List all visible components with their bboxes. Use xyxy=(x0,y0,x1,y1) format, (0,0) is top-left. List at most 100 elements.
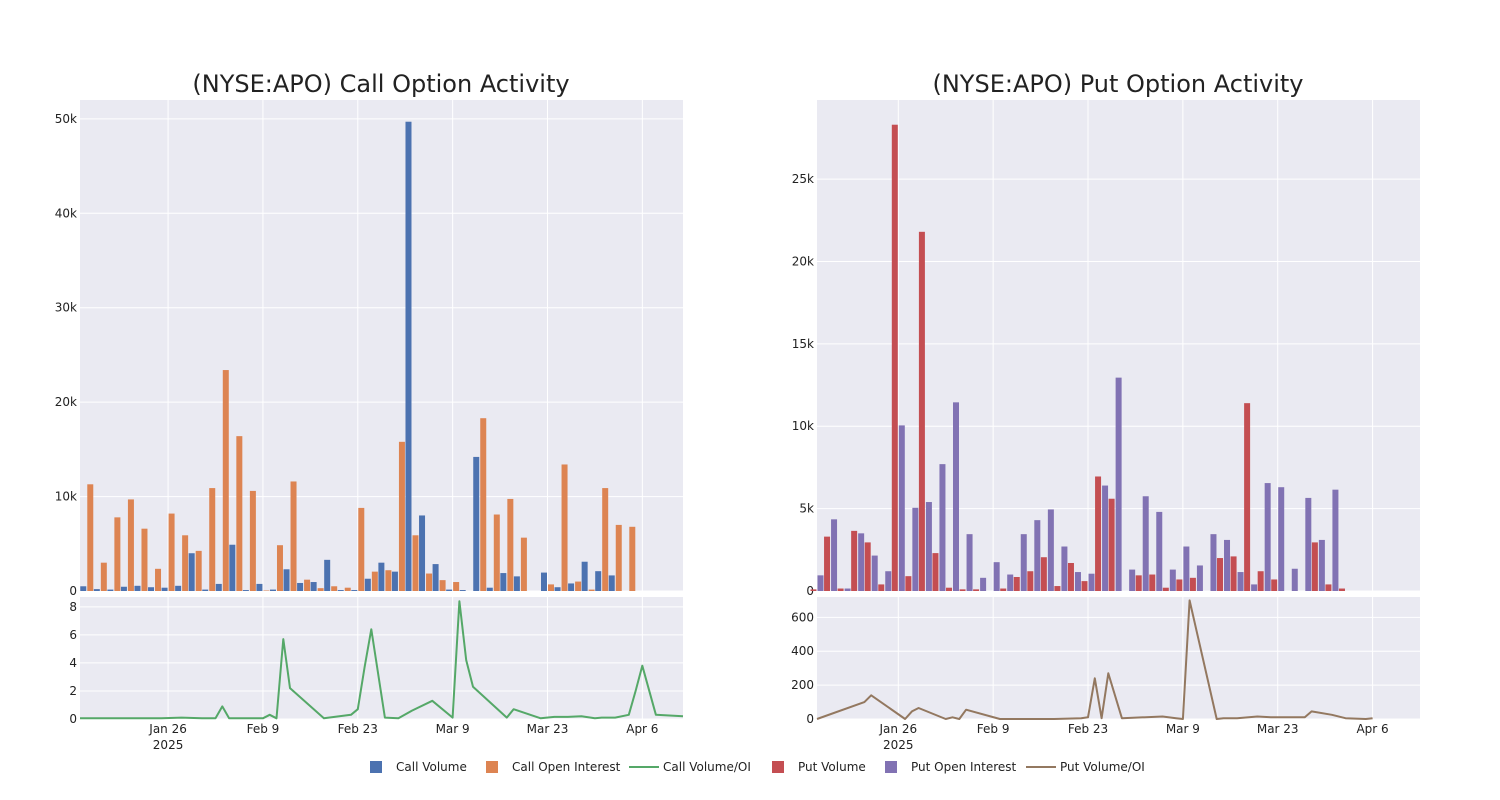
call-ratio-tick-label: 6 xyxy=(69,628,77,642)
call-open-interest-bar xyxy=(344,587,351,591)
call-open-interest-bar xyxy=(276,545,283,591)
call-volume-bar xyxy=(391,571,398,591)
put-volume-bar xyxy=(1325,584,1332,591)
call-volume-bar xyxy=(608,575,615,591)
call-open-interest-bar xyxy=(304,579,311,591)
put-open-interest-bar xyxy=(1034,520,1041,591)
call-open-interest-bar xyxy=(453,582,460,591)
put-volume-bar xyxy=(824,536,831,591)
put-open-interest-bar xyxy=(925,502,932,591)
legend-swatch xyxy=(772,761,784,773)
put-open-interest-bar xyxy=(939,464,946,591)
put-open-interest-bar xyxy=(1210,534,1217,591)
put-open-interest-bar xyxy=(993,562,1000,591)
put-volume-bar xyxy=(1149,574,1156,591)
legend-swatch xyxy=(486,761,498,773)
put-open-interest-bar xyxy=(1183,546,1190,591)
call-volume-bar xyxy=(175,585,182,591)
call-x-tick-label: Jan 26 xyxy=(148,722,187,736)
put-y-tick-label: 15k xyxy=(792,337,814,351)
put-open-interest-bar xyxy=(1251,584,1258,591)
put-volume-bar xyxy=(1257,571,1264,591)
call-open-interest-bar xyxy=(602,488,609,591)
call-open-interest-bar xyxy=(249,490,256,591)
call-open-interest-bar xyxy=(507,498,514,591)
call-open-interest-bar xyxy=(331,586,338,591)
call-open-interest-bar xyxy=(100,562,107,591)
put-volume-bar xyxy=(946,587,953,591)
put-open-interest-bar xyxy=(1088,573,1095,591)
call-volume-bar xyxy=(242,590,249,591)
call-volume-bar xyxy=(540,572,547,591)
call-open-interest-bar xyxy=(141,528,148,591)
put-volume-bar xyxy=(837,588,844,591)
legend-item-label: Put Volume/OI xyxy=(1060,760,1145,774)
put-volume-oi-line xyxy=(816,599,1373,720)
put-open-interest-bar xyxy=(898,425,905,591)
call-x-tick-label: Mar 23 xyxy=(527,722,569,736)
call-volume-bar xyxy=(432,564,439,591)
put-volume-bar xyxy=(1230,556,1237,591)
put-volume-bar xyxy=(959,589,966,591)
legend: Call Volume Call Open Interest Call Volume… xyxy=(370,760,1145,774)
call-volume-bar xyxy=(120,586,127,591)
put-volume-bar xyxy=(932,553,939,591)
put-open-interest-bar xyxy=(966,534,973,591)
call-volume-bar xyxy=(310,582,317,591)
legend-item-label: Put Open Interest xyxy=(911,760,1017,774)
call-main-plot-area xyxy=(80,100,683,591)
put-volume-bar xyxy=(1095,476,1102,591)
legend-swatch xyxy=(370,761,382,773)
call-y-tick-label: 10k xyxy=(55,490,77,504)
put-volume-bar xyxy=(1040,557,1047,591)
put-open-interest-bar xyxy=(1291,568,1298,591)
call-volume-bar xyxy=(188,553,195,591)
put-volume-bar xyxy=(1135,575,1142,591)
put-y-tick-label: 0 xyxy=(806,584,814,598)
call-open-interest-bar xyxy=(209,488,216,591)
put-volume-bar xyxy=(1244,403,1251,591)
put-volume-bar xyxy=(1013,576,1020,591)
call-volume-bar xyxy=(107,589,114,591)
put-ratio-tick-label: 0 xyxy=(806,712,814,726)
put-open-interest-bar xyxy=(1115,377,1122,591)
put-open-interest-bar xyxy=(1061,546,1068,591)
put-open-interest-bar xyxy=(1156,511,1163,591)
call-x-tick-year-label: 2025 xyxy=(153,738,184,752)
call-x-tick-label: Mar 9 xyxy=(436,722,470,736)
put-open-interest-bar xyxy=(817,575,824,591)
call-open-interest-bar xyxy=(493,514,500,591)
put-x-tick-label: Apr 6 xyxy=(1356,722,1388,736)
put-volume-bar xyxy=(1162,587,1169,591)
call-y-tick-label: 0 xyxy=(69,584,77,598)
call-volume-bar xyxy=(283,569,290,591)
call-volume-bar xyxy=(405,121,412,591)
put-volume-bar xyxy=(810,589,817,591)
call-x-tick-label: Apr 6 xyxy=(626,722,658,736)
call-open-interest-bar xyxy=(439,580,446,591)
call-volume-bar xyxy=(364,578,371,591)
put-volume-bar xyxy=(918,231,925,592)
call-volume-bar xyxy=(554,587,561,591)
call-volume-bar xyxy=(134,585,141,591)
call-volume-bar xyxy=(378,562,385,591)
call-volume-bar xyxy=(500,573,507,591)
call-volume-bar xyxy=(256,583,263,591)
call-volume-bar xyxy=(513,576,520,591)
put-open-interest-bar xyxy=(844,588,851,591)
put-open-interest-bar xyxy=(1047,509,1054,591)
put-ratio-tick-label: 600 xyxy=(791,610,814,624)
put-volume-bar xyxy=(1338,588,1345,591)
call-open-interest-bar xyxy=(87,484,94,591)
put-ratio-tick-label: 200 xyxy=(791,678,814,692)
put-volume-bar xyxy=(905,576,912,591)
put-open-interest-bar xyxy=(1129,569,1136,591)
put-open-interest-bar xyxy=(1102,485,1109,591)
put-open-interest-bar xyxy=(858,533,865,591)
call-volume-oi-line xyxy=(80,600,684,720)
put-chart-title: (NYSE:APO) Put Option Activity xyxy=(932,70,1303,98)
call-y-tick-label: 30k xyxy=(55,301,77,315)
call-open-interest-bar xyxy=(426,573,433,591)
put-open-interest-bar xyxy=(1020,534,1027,591)
